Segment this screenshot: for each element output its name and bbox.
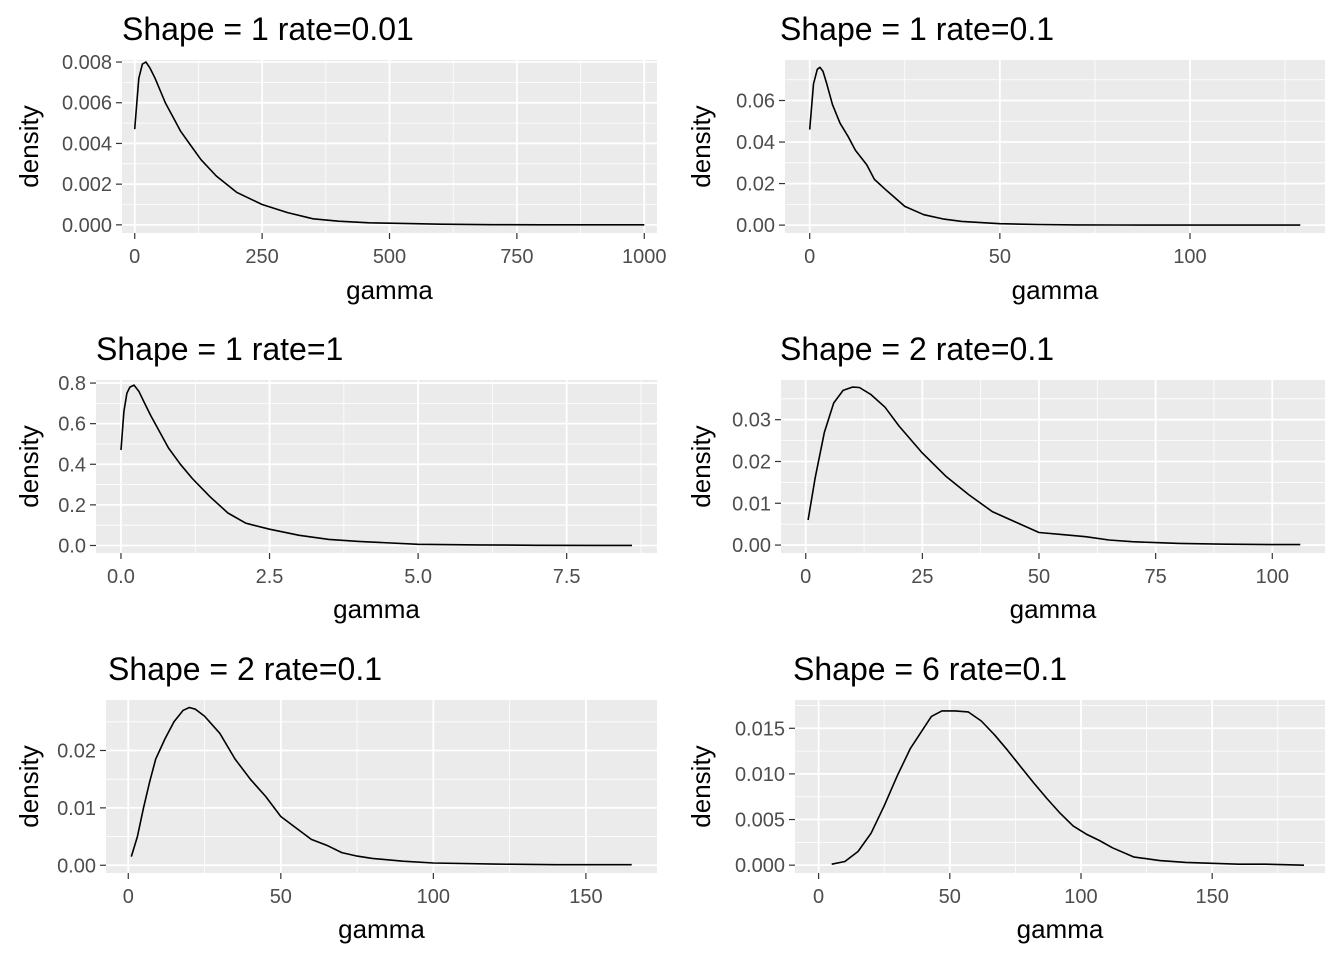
y-tick-label: 0.00: [57, 855, 96, 877]
y-tick-label: 0.4: [58, 454, 86, 476]
x-tick-label: 2.5: [256, 566, 284, 588]
y-tick-label: 0.005: [735, 810, 785, 832]
panel-title: Shape = 1 rate=1: [96, 331, 343, 367]
plot-background: [96, 380, 657, 553]
x-axis-label: gamma: [1017, 914, 1104, 944]
y-tick-label: 0.0: [58, 535, 86, 557]
y-axis-label: density: [686, 105, 716, 187]
density-line: [807, 386, 1301, 546]
x-tick-label: 0: [129, 246, 140, 268]
x-axis-label: gamma: [338, 914, 425, 944]
x-axis-label: gamma: [346, 275, 433, 305]
y-axis-label: density: [14, 745, 44, 827]
x-tick-label: 25: [911, 566, 933, 588]
density-line: [808, 66, 1301, 226]
y-axis-label: density: [686, 425, 716, 507]
y-tick-label: 0.01: [57, 798, 96, 820]
y-tick-label: 0.002: [62, 174, 112, 196]
y-tick-label: 0.02: [57, 740, 96, 762]
x-tick-label: 0: [804, 246, 815, 268]
y-tick-label: 0.01: [732, 493, 771, 515]
density-line: [133, 61, 645, 226]
y-tick-label: 0.006: [62, 93, 112, 115]
x-tick-label: 0: [123, 886, 134, 908]
y-tick-label: 0.00: [736, 215, 775, 237]
density-line: [130, 706, 632, 866]
x-tick-label: 100: [1064, 886, 1097, 908]
panel-title: Shape = 2 rate=0.1: [780, 331, 1054, 367]
x-tick-label: 75: [1145, 566, 1167, 588]
y-tick-label: 0.06: [736, 90, 775, 112]
panel-title: Shape = 2 rate=0.1: [108, 651, 382, 687]
x-tick-label: 150: [569, 886, 602, 908]
y-tick-label: 0.00: [732, 535, 771, 557]
x-tick-label: 0: [800, 566, 811, 588]
x-tick-label: 500: [373, 246, 406, 268]
panel-title: Shape = 1 rate=0.1: [780, 11, 1054, 47]
y-tick-label: 0.8: [58, 373, 86, 395]
x-tick-label: 750: [500, 246, 533, 268]
y-tick-label: 0.010: [735, 764, 785, 786]
x-tick-label: 0: [813, 886, 824, 908]
y-tick-label: 0.015: [735, 718, 785, 740]
x-tick-label: 5.0: [404, 566, 432, 588]
x-tick-label: 150: [1195, 886, 1228, 908]
y-tick-label: 0.6: [58, 414, 86, 436]
y-tick-label: 0.004: [62, 133, 112, 155]
y-axis-label: density: [14, 105, 44, 187]
panel-title: Shape = 1 rate=0.01: [122, 11, 414, 47]
x-axis-label: gamma: [1010, 594, 1097, 624]
y-axis-label: density: [14, 425, 44, 507]
x-tick-label: 0.0: [107, 566, 135, 588]
plot-background: [785, 60, 1325, 233]
x-tick-label: 1000: [622, 246, 667, 268]
x-tick-label: 100: [417, 886, 450, 908]
y-tick-label: 0.03: [732, 410, 771, 432]
plot-background: [106, 700, 657, 873]
density-panel-6: 0 50 100 150 0.000 0.005 0.010 0.015 Shape = 6 r…: [686, 651, 1325, 944]
density-line: [120, 384, 632, 547]
density-panel-5: 0 50 100 150 0.00 0.01 0.02 Shape = 2 rate=0.1 g…: [14, 651, 657, 944]
x-axis-label: gamma: [333, 594, 420, 624]
x-tick-label: 50: [939, 886, 961, 908]
y-tick-label: 0.000: [62, 215, 112, 237]
plot-background: [781, 380, 1325, 553]
density-line: [831, 710, 1305, 866]
x-tick-label: 100: [1173, 246, 1206, 268]
x-tick-label: 50: [989, 246, 1011, 268]
x-axis-label: gamma: [1012, 275, 1099, 305]
x-tick-label: 7.5: [553, 566, 581, 588]
y-axis-label: density: [686, 745, 716, 827]
y-tick-label: 0.000: [735, 855, 785, 877]
y-tick-label: 0.008: [62, 52, 112, 74]
y-tick-label: 0.02: [732, 451, 771, 473]
density-panel-3: 0.0 2.5 5.0 7.5 0.0 0.2 0.4 0.6 0.8 Shape = 1 rat…: [14, 331, 657, 624]
y-tick-label: 0.2: [58, 495, 86, 517]
x-tick-label: 50: [270, 886, 292, 908]
x-tick-label: 50: [1028, 566, 1050, 588]
y-tick-label: 0.02: [736, 174, 775, 196]
density-panel-2: 0 50 100 0.00 0.02 0.04 0.06 Shape = 1 rate=0.1…: [686, 11, 1325, 305]
y-tick-label: 0.04: [736, 132, 775, 154]
x-tick-label: 100: [1256, 566, 1289, 588]
panel-title: Shape = 6 rate=0.1: [793, 651, 1067, 687]
density-panel-4: 0 25 50 75 100 0.00 0.01 0.02 0.03 Shape = 2 rate…: [686, 331, 1325, 624]
x-tick-label: 250: [245, 246, 278, 268]
plot-background: [795, 700, 1325, 873]
density-panel-1: 0 250 500 750 1000 0.000 0.002 0.004 0.006 0.008 S…: [14, 11, 667, 305]
